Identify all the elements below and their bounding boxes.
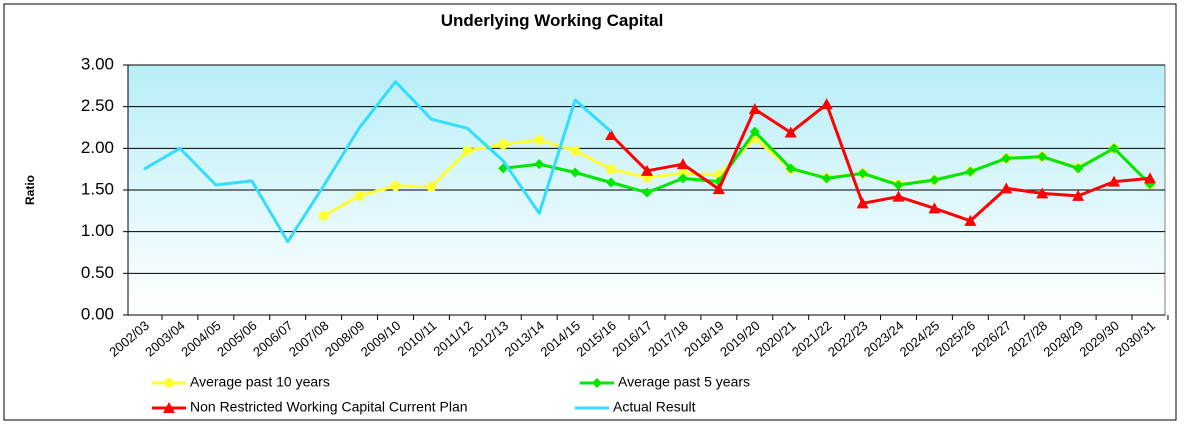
- marker: [163, 402, 175, 413]
- marker: [462, 145, 473, 156]
- y-tick-label: 1.00: [81, 221, 114, 240]
- series: [605, 98, 1156, 226]
- marker: [354, 190, 365, 201]
- marker: [390, 180, 401, 191]
- y-tick-label: 2.00: [81, 138, 114, 157]
- marker: [749, 126, 760, 137]
- marker: [1108, 175, 1121, 187]
- marker: [785, 163, 796, 174]
- marker: [1037, 151, 1048, 162]
- y-tick-label: 1.50: [81, 179, 114, 198]
- marker: [605, 129, 618, 140]
- marker: [748, 103, 761, 115]
- marker: [928, 202, 941, 214]
- marker: [964, 214, 977, 226]
- marker: [1144, 172, 1156, 184]
- marker: [570, 167, 581, 178]
- y-axis-label: Ratio: [23, 175, 37, 205]
- marker: [676, 158, 689, 170]
- series-line: [610, 102, 1151, 223]
- marker: [929, 175, 940, 185]
- legend-label: Average past 5 years: [618, 374, 750, 390]
- marker: [642, 187, 652, 198]
- series: [498, 126, 1155, 198]
- marker: [426, 181, 437, 192]
- marker: [1072, 189, 1085, 201]
- marker: [820, 98, 833, 110]
- marker: [498, 139, 509, 150]
- chart-title: Underlying Working Capital: [441, 11, 664, 30]
- marker: [1036, 187, 1049, 199]
- series: [143, 80, 613, 244]
- marker: [641, 164, 653, 176]
- marker: [965, 166, 976, 177]
- marker: [857, 168, 868, 179]
- y-tick-label: 3.00: [81, 54, 114, 73]
- marker: [1001, 153, 1012, 164]
- series-line: [143, 80, 613, 244]
- y-tick-label: 2.50: [81, 96, 114, 115]
- marker: [892, 190, 905, 202]
- legend-label: Average past 10 years: [190, 374, 330, 390]
- marker: [677, 173, 688, 184]
- marker: [1000, 182, 1013, 194]
- marker: [1073, 163, 1084, 174]
- marker: [534, 159, 545, 170]
- marker: [821, 173, 832, 184]
- y-tick-label: 0.00: [81, 304, 114, 323]
- marker: [570, 145, 581, 156]
- legend-label: Actual Result: [613, 399, 696, 415]
- legend-label: Non Restricted Working Capital Current P…: [190, 399, 468, 415]
- marker: [712, 183, 725, 195]
- marker: [1109, 143, 1120, 154]
- marker: [784, 126, 797, 138]
- marker: [606, 177, 617, 188]
- marker: [318, 210, 329, 221]
- marker: [164, 378, 174, 388]
- marker: [534, 135, 545, 145]
- y-tick-label: 0.50: [81, 263, 114, 282]
- marker: [856, 197, 869, 209]
- marker: [592, 378, 602, 388]
- marker: [893, 180, 904, 190]
- marker: [606, 164, 617, 175]
